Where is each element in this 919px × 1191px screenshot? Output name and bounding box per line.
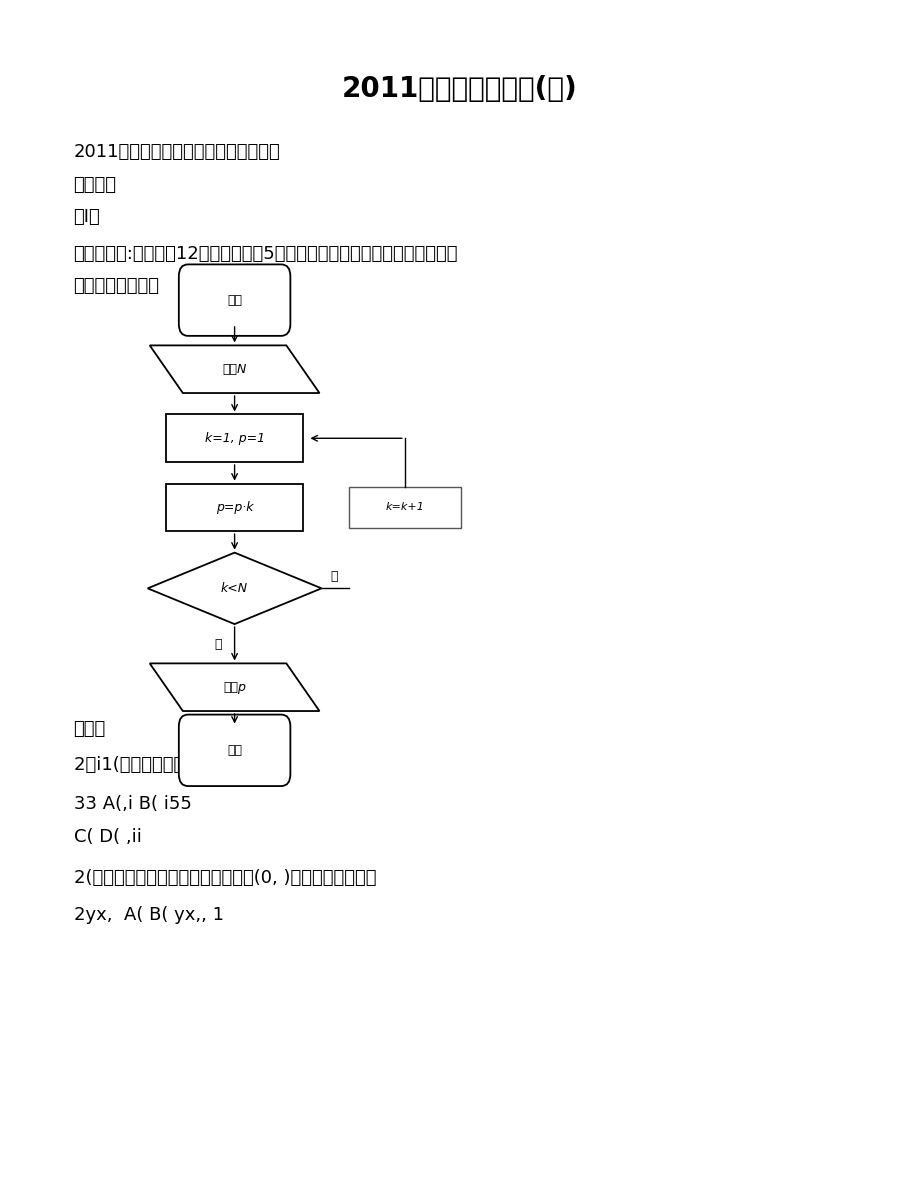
- FancyBboxPatch shape: [178, 715, 290, 786]
- Text: p=p·k: p=p·k: [216, 501, 253, 513]
- FancyBboxPatch shape: [178, 264, 290, 336]
- FancyBboxPatch shape: [166, 414, 302, 462]
- Text: 2011新课标高考数学(理): 2011新课标高考数学(理): [342, 75, 577, 104]
- Text: 求的。: 求的。: [74, 719, 106, 738]
- Text: 理科数学: 理科数学: [74, 175, 117, 194]
- Text: 一项是符合题目要: 一项是符合题目要: [74, 276, 159, 295]
- Text: 输出p: 输出p: [223, 681, 245, 693]
- Text: 开始: 开始: [227, 294, 242, 306]
- Text: k<N: k<N: [221, 582, 248, 594]
- Text: 2011年普通高等学校招生全国统一考试: 2011年普通高等学校招生全国统一考试: [74, 143, 280, 162]
- Text: 第I卷: 第I卷: [74, 207, 100, 226]
- Text: k=k+1: k=k+1: [385, 503, 424, 512]
- Text: 是: 是: [331, 570, 338, 582]
- Text: 一、选择题:本大题共12小题，每小题5分，在每小题给出的四个选项中，只有: 一、选择题:本大题共12小题，每小题5分，在每小题给出的四个选项中，只有: [74, 244, 458, 263]
- Text: k=1, p=1: k=1, p=1: [204, 432, 265, 444]
- FancyBboxPatch shape: [348, 487, 460, 528]
- Text: 2yx,  A( B( yx,, 1: 2yx, A( B( yx,, 1: [74, 905, 223, 924]
- Text: 2，i1(复数的共轭复数是 12,i: 2，i1(复数的共轭复数是 12,i: [74, 755, 244, 774]
- Polygon shape: [150, 345, 319, 393]
- Text: 2(下列函数中，既是偶函数哦、又在(0, )单调递增的函数是: 2(下列函数中，既是偶函数哦、又在(0, )单调递增的函数是: [74, 868, 376, 887]
- Text: 结束: 结束: [227, 744, 242, 756]
- Text: 输入N: 输入N: [222, 363, 246, 375]
- Text: 33 A(,i B( i55: 33 A(,i B( i55: [74, 794, 191, 813]
- FancyBboxPatch shape: [166, 484, 302, 531]
- Text: C( D( ,ii: C( D( ,ii: [74, 828, 142, 847]
- Polygon shape: [150, 663, 319, 711]
- Text: 否: 否: [214, 638, 221, 651]
- Polygon shape: [148, 553, 322, 624]
